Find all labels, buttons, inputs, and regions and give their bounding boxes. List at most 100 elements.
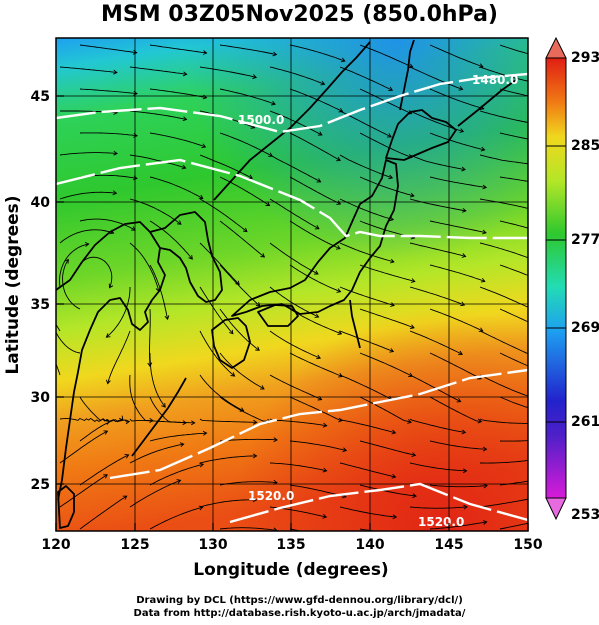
streamline [219,527,278,531]
streamline [289,176,341,205]
wind-streamlines [42,44,537,541]
streamline [339,506,397,518]
streamline-arrowhead [108,283,114,289]
streamline [499,352,528,367]
streamline-arrowhead [125,419,131,425]
streamline [339,198,394,221]
streamline [359,132,412,159]
streamline-arrowhead [482,184,488,190]
streamline [199,330,235,377]
streamline-arrowhead [105,420,111,425]
streamline-arrowhead [529,395,533,399]
streamline [339,242,395,263]
streamline-arrowhead [271,100,276,106]
streamline-arrowhead [322,467,328,473]
streamline [79,256,113,288]
streamline [289,132,341,161]
streamline-arrowhead [407,419,412,424]
x-tick-label: 135 [276,537,305,553]
streamline [219,132,273,157]
streamline [499,264,528,276]
streamline [269,418,327,427]
streamline [429,264,485,282]
x-tick-label: 120 [41,537,70,553]
streamline [79,88,138,95]
colorbar [545,36,567,521]
streamline [429,220,487,234]
streamline-arrowhead [409,192,415,198]
credit-data: Data from http://database.rish.kyoto-u.a… [133,608,466,619]
geopotential-contours [56,72,528,524]
streamline-arrowhead [532,208,536,212]
streamline-arrowhead [190,420,196,426]
streamline [289,396,343,422]
streamline-arrowhead [260,253,266,258]
streamline [409,330,463,355]
streamline-arrowhead [182,116,188,122]
streamline [219,396,271,422]
map-title: MSM 03Z05Nov2025 (850.0hPa) [101,2,498,27]
y-tick-label: 45 [31,89,50,105]
streamline-arrowhead [531,80,535,84]
streamline [339,330,394,353]
contour-label: 1480.0 [472,73,518,87]
streamline-arrowhead [343,537,347,541]
streamline-arrowhead [122,495,128,500]
streamline [79,132,138,137]
streamline [219,220,265,258]
colorbar-tick-label: 269 [571,320,599,336]
streamline [219,176,270,206]
streamline [289,44,345,62]
streamline [499,308,528,323]
streamline-arrowhead [483,483,488,489]
streamline-arrowhead [313,270,319,275]
streamline [199,242,240,285]
streamline [59,474,108,508]
streamline [429,176,487,188]
streamline-arrowhead [389,348,395,353]
streamline-arrowhead [459,128,465,133]
streamline [59,430,108,464]
streamline [429,132,485,151]
streamline-arrowhead [103,474,108,479]
streamline-arrowhead [533,163,537,167]
colorbar-tick-label: 261 [571,414,599,430]
y-axis [56,95,64,485]
streamline [289,440,347,451]
streamline-arrowhead [252,74,258,80]
streamline-arrowhead [265,201,271,206]
streamline [59,66,117,73]
streamline-arrowhead [462,468,468,474]
x-axis [55,523,529,531]
streamline-arrowhead [105,379,111,385]
streamline [219,438,278,442]
streamline-arrowhead [42,321,46,325]
streamline-arrowhead [235,280,240,286]
colorbar-tick-label: 253 [571,507,599,523]
streamline [219,308,260,351]
streamline [269,66,325,85]
streamline [409,462,467,472]
streamline-arrowhead [182,420,188,426]
streamline [59,243,89,288]
streamline [199,418,257,423]
streamline [129,374,154,422]
streamline [359,264,415,282]
streamline [409,506,468,509]
streamline-arrowhead [202,430,208,436]
streamline-arrowhead [124,454,130,459]
streamline-arrowhead [105,333,111,338]
streamline [129,242,160,292]
x-tick-label: 125 [120,537,149,553]
streamline-arrowhead [47,276,51,280]
streamline-arrowhead [252,453,258,459]
streamline [479,286,528,308]
streamline-arrowhead [462,207,467,213]
streamline [359,352,413,377]
streamline [106,287,131,338]
streamline-arrowhead [482,446,488,452]
y-tick-label: 40 [31,195,51,211]
streamline [429,440,487,450]
credit-drawing: Drawing by DCL (https://www.gfd-dennou.o… [136,595,463,606]
streamline-arrowhead [322,422,328,428]
